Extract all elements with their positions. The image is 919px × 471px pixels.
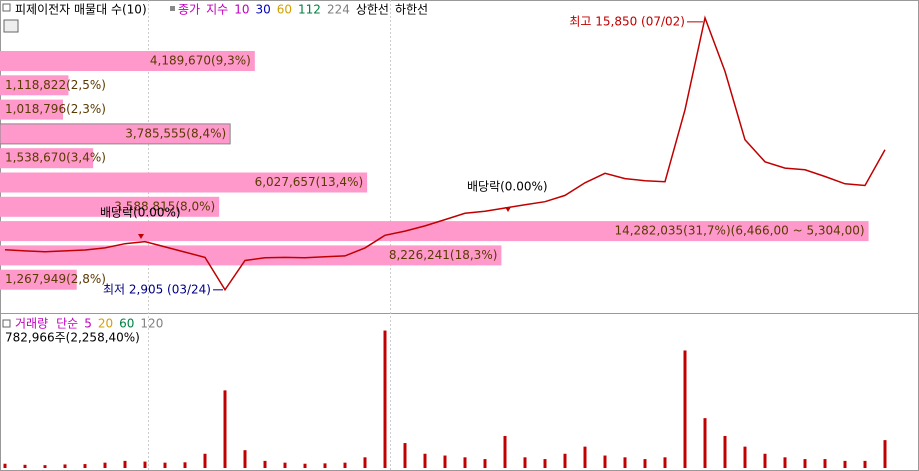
- volume-bar: [23, 464, 27, 468]
- volume-profile-label: 1,538,670(3,4%): [5, 151, 106, 165]
- legend-entry: 60: [119, 317, 134, 331]
- volume-profile-bar: [0, 99, 64, 120]
- volume-bar: [883, 440, 887, 468]
- volume-bar: [603, 455, 607, 468]
- volume-bar: [703, 418, 707, 468]
- legend-entry: 224: [327, 3, 350, 17]
- legend-entry: 20: [98, 317, 113, 331]
- volume-profile-bar: [0, 148, 94, 169]
- legend-entry: 상한선: [356, 3, 389, 17]
- volume-profile-bar: [0, 123, 231, 145]
- volume-bar: [123, 460, 127, 468]
- volume-bar: [503, 435, 507, 468]
- volume-bar: [283, 462, 287, 468]
- volume-title: 거래량: [15, 317, 48, 331]
- volume-bar: [103, 462, 107, 468]
- volume-bar: [723, 435, 727, 468]
- legend-marker: [170, 6, 175, 11]
- price-line: [4, 15, 886, 292]
- volume-profile-bar: [0, 245, 502, 266]
- volume-bar: [543, 459, 547, 468]
- legend-entry: 60: [277, 3, 292, 17]
- volume-bar: [663, 457, 667, 468]
- volume-bar: [243, 450, 247, 468]
- volume-profile-bar: [0, 75, 69, 96]
- volume-bar: [583, 446, 587, 468]
- volume-bar: [323, 463, 327, 468]
- volume-profile-bar: [0, 221, 869, 242]
- volume-profile-label: 6,027,657(13,4%): [255, 175, 364, 189]
- legend-entry: 지수: [206, 3, 228, 17]
- collapse-icon[interactable]: [2, 319, 11, 328]
- volume-bar: [563, 453, 567, 468]
- legend-entry: 120: [140, 317, 163, 331]
- volume-profile-label: 3,588,815(8,0%): [114, 199, 215, 213]
- volume-profile-bar: [0, 172, 368, 193]
- volume-bar: [803, 459, 807, 468]
- low-label: 최저 2,905 (03/24): [103, 282, 211, 296]
- volume-bar: [363, 457, 367, 468]
- table-icon[interactable]: [3, 19, 19, 33]
- volume-bar: [483, 459, 487, 468]
- volume-profile-label: 3,785,555(8,4%): [125, 126, 226, 140]
- volume-profile-bar: [0, 51, 255, 71]
- volume-bar: [623, 457, 627, 468]
- legend-entry: 종가: [178, 3, 200, 17]
- volume-bar: [63, 464, 67, 468]
- volume-bar: [423, 453, 427, 468]
- volume-bar: [743, 446, 747, 468]
- volume-bar: [263, 460, 267, 468]
- volume-bar: [303, 463, 307, 468]
- volume-bar: [383, 330, 387, 468]
- volume-bar: [523, 457, 527, 468]
- volume-bar: [203, 453, 207, 468]
- legend-entry: 5: [84, 317, 92, 331]
- volume-profile-label: 1,118,822(2,5%): [5, 78, 106, 92]
- ex-dividend-label: 배당락(0.00%): [100, 206, 181, 220]
- legend-entry: 10: [234, 3, 249, 17]
- legend-entry: 30: [255, 3, 270, 17]
- volume-bar: [83, 464, 87, 468]
- legend-entry: 단순: [56, 317, 78, 331]
- volume-profile-label: 4,189,670(9,3%): [150, 54, 251, 68]
- volume-bar: [863, 460, 867, 468]
- volume-bar: [823, 459, 827, 468]
- volume-bar: [643, 459, 647, 468]
- volume-bar: [223, 390, 227, 468]
- volume-bar: [163, 462, 167, 468]
- volume-bar: [763, 453, 767, 468]
- ex-dividend-marker: [505, 207, 511, 212]
- legend-entry: 112: [298, 3, 321, 17]
- volume-bar: [443, 455, 447, 468]
- volume-profile-label: 1,267,949(2,8%): [5, 272, 106, 286]
- collapse-icon[interactable]: [2, 3, 11, 12]
- volume-bar: [183, 462, 187, 468]
- ex-dividend-label: 배당락(0.00%): [467, 180, 548, 194]
- volume-bar: [783, 457, 787, 468]
- volume-profile-label: 1,018,796(2,3%): [5, 102, 106, 116]
- volume-profile-label: 8,226,241(18,3%): [389, 248, 498, 262]
- volume-bar: [403, 443, 407, 468]
- volume-profile-bar: [0, 269, 77, 290]
- volume-bar: [343, 462, 347, 468]
- volume-profile-bar: [0, 196, 220, 217]
- ex-dividend-marker: [138, 234, 144, 239]
- volume-bar: [43, 465, 47, 468]
- volume-bar: [463, 457, 467, 468]
- legend-entry: 하한선: [395, 3, 428, 17]
- volume-last-label: 782,966주(2,258,40%): [5, 331, 140, 345]
- volume-bar: [143, 461, 147, 468]
- high-label: 최고 15,850 (07/02): [569, 14, 685, 28]
- volume-bar: [3, 463, 7, 468]
- price-title: 피제이전자 매물대 수(10): [15, 3, 147, 17]
- volume-bar: [683, 350, 687, 468]
- volume-profile-label: 14,282,035(31,7%)(6,466,00 ~ 5,304,00): [614, 224, 864, 238]
- volume-bar: [843, 460, 847, 468]
